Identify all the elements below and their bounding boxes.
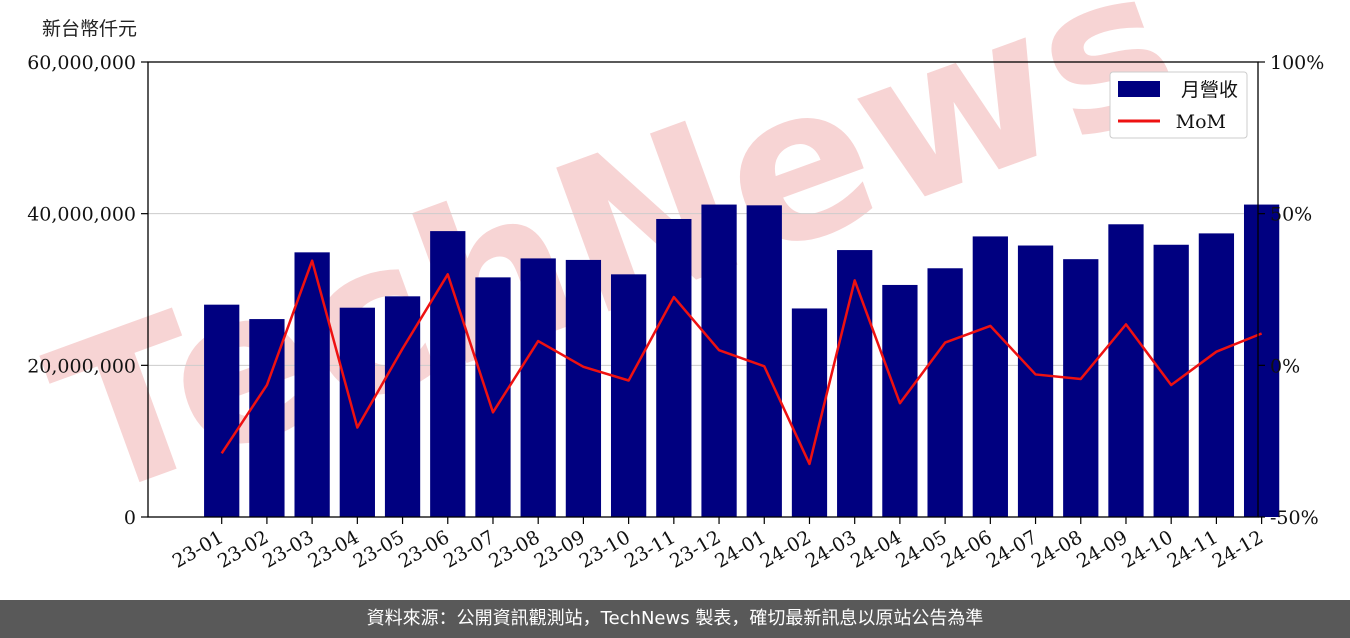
bar	[972, 236, 1008, 517]
bar	[430, 231, 466, 517]
x-tick-label: 24-09	[1073, 526, 1131, 572]
bar	[701, 204, 737, 518]
legend-line-label: MoM	[1176, 111, 1226, 133]
x-tick-label: 23-09	[530, 526, 588, 572]
left-axis: 0 20,000,000 40,000,000 60,000,000	[27, 52, 148, 529]
bar	[520, 258, 556, 517]
x-tick-label: 23-03	[259, 526, 317, 572]
y-axis-unit-label: 新台幣仟元	[42, 18, 138, 40]
legend-bar-swatch	[1118, 81, 1160, 97]
x-tick-label: 23-12	[666, 526, 724, 572]
x-tick-label: 24-01	[711, 526, 769, 572]
x-tick-label: 23-07	[440, 526, 498, 572]
bar	[610, 274, 647, 517]
right-axis: -50% 0% 50% 100%	[1258, 52, 1324, 529]
x-tick-label: 23-08	[485, 526, 543, 572]
right-tick-label: 0%	[1270, 355, 1300, 377]
footer-source-note: 資料來源：公開資訊觀測站，TechNews 製表，確切最新訊息以原站公告為準	[0, 600, 1350, 638]
x-tick-label: 23-11	[621, 526, 679, 572]
plot-frame	[147, 61, 1259, 518]
x-tick-label: 24-07	[983, 526, 1041, 572]
x-tick-label: 24-05	[892, 526, 950, 572]
bar	[565, 259, 602, 517]
bar	[927, 268, 963, 517]
x-tick-label: 24-12	[1209, 526, 1267, 572]
bar	[475, 277, 511, 517]
bar	[837, 250, 873, 518]
right-tick-label: 50%	[1270, 204, 1312, 226]
bar-series	[204, 204, 1280, 518]
x-tick-label: 24-02	[757, 526, 815, 572]
left-tick-label: 40,000,000	[27, 204, 136, 226]
bar	[1153, 244, 1189, 517]
mom-line	[220, 259, 1263, 466]
right-tick-label: 100%	[1270, 52, 1324, 74]
bar	[339, 307, 375, 517]
x-tick-label: 23-02	[214, 526, 272, 572]
revenue-chart: TechNews 020,000,00040,000,00060,000,000…	[24, 0, 1324, 573]
bar	[384, 296, 421, 517]
x-tick-label: 23-06	[395, 526, 453, 572]
bar	[204, 304, 240, 517]
legend-bar-label: 月營收	[1181, 79, 1238, 101]
x-axis: 23-0123-0223-0323-0423-0523-0623-0723-08…	[169, 517, 1267, 573]
left-tick-label: 60,000,000	[27, 52, 136, 74]
x-tick-label: 24-10	[1118, 526, 1176, 572]
right-tick-label: -50%	[1270, 507, 1319, 529]
left-tick-label: 20,000,000	[27, 355, 136, 377]
bar	[1198, 233, 1235, 517]
legend: 月營收 MoM	[1109, 71, 1248, 139]
bar	[1063, 259, 1099, 517]
bar	[656, 218, 692, 517]
bar	[1017, 245, 1054, 517]
x-tick-label: 24-04	[847, 526, 905, 572]
bar	[1243, 204, 1280, 518]
x-tick-label: 23-01	[169, 526, 227, 572]
x-tick-label: 24-11	[1163, 526, 1221, 572]
x-tick-label: 23-10	[576, 526, 634, 572]
bar	[1108, 224, 1144, 518]
x-tick-label: 23-05	[350, 526, 408, 572]
left-tick-label: 0	[124, 507, 136, 529]
x-tick-label: 24-06	[937, 526, 995, 572]
x-tick-label: 24-08	[1028, 526, 1086, 572]
x-tick-label: 23-04	[304, 526, 362, 572]
x-tick-label: 24-03	[802, 526, 860, 572]
